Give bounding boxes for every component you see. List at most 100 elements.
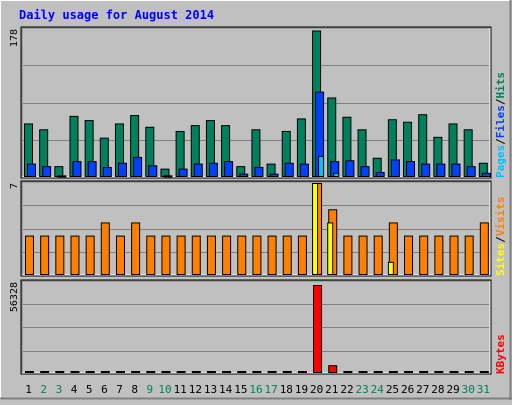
- bar-files-day-24: [375, 171, 385, 177]
- bar-visits-day-9: [146, 235, 156, 275]
- bar-kbytes-day-8: [131, 371, 141, 373]
- bar-visits-day-31: [479, 222, 489, 276]
- legend-item-hits: Hits: [494, 72, 507, 99]
- x-tick-label-day-29: 29: [446, 383, 459, 396]
- bar-kbytes-day-20: [313, 285, 323, 373]
- x-tick-label-day-27: 27: [416, 383, 429, 396]
- bar-visits-day-22: [343, 235, 353, 275]
- bar-kbytes-day-3: [55, 371, 65, 373]
- bar-files-day-23: [360, 166, 370, 178]
- bar-files-day-6: [102, 166, 112, 178]
- bar-kbytes-day-6: [100, 371, 110, 373]
- legend-separator: /: [494, 98, 507, 105]
- legend-item-files: Files: [494, 105, 507, 138]
- bar-visits-day-16: [252, 235, 262, 275]
- bar-kbytes-day-24: [373, 371, 383, 373]
- bar-sites-day-25: [387, 261, 394, 276]
- bar-kbytes-day-26: [404, 371, 414, 373]
- legend-separator: /: [494, 236, 507, 243]
- bar-kbytes-day-25: [388, 371, 398, 373]
- x-tick-label-day-1: 1: [25, 383, 32, 396]
- bar-kbytes-day-2: [40, 371, 50, 373]
- x-tick-label-day-6: 6: [101, 383, 108, 396]
- y-max-label-0: 178: [9, 29, 20, 47]
- bar-visits-day-1: [25, 235, 34, 275]
- chart-title: Daily usage for August 2014: [19, 8, 214, 22]
- bar-visits-day-30: [464, 235, 474, 275]
- bar-kbytes-day-14: [222, 371, 232, 373]
- x-tick-label-day-22: 22: [340, 383, 353, 396]
- bar-visits-day-18: [282, 235, 292, 275]
- bar-kbytes-day-29: [449, 371, 459, 373]
- x-tick-label-day-4: 4: [71, 383, 78, 396]
- x-tick-label-day-17: 17: [265, 383, 278, 396]
- bar-visits-day-19: [297, 235, 307, 275]
- x-tick-label-day-12: 12: [189, 383, 202, 396]
- x-tick-label-day-25: 25: [386, 383, 399, 396]
- bar-kbytes-day-12: [191, 371, 201, 373]
- bar-visits-day-17: [267, 235, 277, 275]
- bar-hits-day-3: [54, 166, 64, 178]
- bar-visits-day-6: [100, 222, 110, 276]
- x-tick-label-day-31: 31: [477, 383, 490, 396]
- x-tick-label-day-21: 21: [325, 383, 338, 396]
- bar-files-day-15: [239, 173, 249, 178]
- bar-kbytes-day-15: [237, 371, 247, 373]
- legend-0: Pages/Files/Hits: [494, 72, 507, 178]
- bar-kbytes-day-23: [358, 371, 368, 373]
- x-tick-label-day-14: 14: [219, 383, 233, 396]
- bar-visits-day-7: [115, 235, 125, 275]
- bar-visits-day-15: [237, 235, 247, 275]
- x-tick-label-day-10: 10: [158, 383, 171, 396]
- bar-visits-day-26: [404, 235, 414, 275]
- x-tick-label-day-20: 20: [310, 383, 323, 396]
- bar-kbytes-day-16: [252, 371, 262, 373]
- bar-visits-day-28: [434, 235, 444, 275]
- bar-kbytes-day-27: [419, 371, 429, 373]
- legend-1: Sites/Visits: [494, 197, 507, 277]
- bar-visits-day-13: [206, 235, 216, 275]
- legend-item-sites: Sites: [494, 243, 507, 276]
- bar-visits-day-8: [131, 222, 141, 276]
- bar-files-day-1: [27, 163, 36, 177]
- bar-files-day-3: [57, 175, 67, 178]
- x-tick-label-day-13: 13: [204, 383, 217, 396]
- bar-visits-day-10: [161, 235, 171, 275]
- bar-pages-day-20: [318, 156, 325, 177]
- bar-files-day-16: [254, 166, 264, 178]
- x-tick-label-day-30: 30: [462, 383, 475, 396]
- bar-kbytes-day-18: [282, 371, 292, 373]
- legend-item-kbytes: KBytes: [494, 334, 507, 374]
- bar-files-day-31: [481, 172, 491, 177]
- bar-files-day-13: [208, 162, 218, 178]
- y-max-label-2: 56328: [9, 282, 20, 312]
- y-max-label-1: 7: [9, 183, 20, 189]
- x-tick-label-day-28: 28: [431, 383, 444, 396]
- bar-visits-day-4: [70, 235, 80, 275]
- bar-visits-day-27: [419, 235, 429, 275]
- bar-files-day-4: [72, 161, 82, 177]
- bar-files-day-10: [163, 175, 173, 178]
- bar-visits-day-14: [222, 235, 232, 275]
- bar-kbytes-day-1: [25, 371, 34, 373]
- x-tick-label-day-3: 3: [56, 383, 63, 396]
- x-tick-label-day-16: 16: [249, 383, 262, 396]
- legend-separator: /: [494, 138, 507, 145]
- bar-files-day-29: [451, 163, 461, 177]
- bar-files-day-30: [466, 166, 476, 178]
- bar-visits-day-5: [85, 235, 95, 275]
- bar-files-day-17: [269, 173, 279, 178]
- bar-files-day-14: [224, 161, 234, 177]
- bar-files-day-22: [345, 160, 355, 177]
- x-tick-label-day-26: 26: [401, 383, 414, 396]
- bar-pages-day-21: [333, 172, 340, 177]
- bar-sites-day-20: [312, 183, 319, 275]
- bar-kbytes-day-17: [267, 371, 277, 373]
- x-tick-label-day-18: 18: [280, 383, 293, 396]
- bar-kbytes-day-13: [206, 371, 216, 373]
- bar-kbytes-day-11: [176, 371, 186, 373]
- bar-visits-day-29: [449, 235, 459, 275]
- bar-kbytes-day-4: [70, 371, 80, 373]
